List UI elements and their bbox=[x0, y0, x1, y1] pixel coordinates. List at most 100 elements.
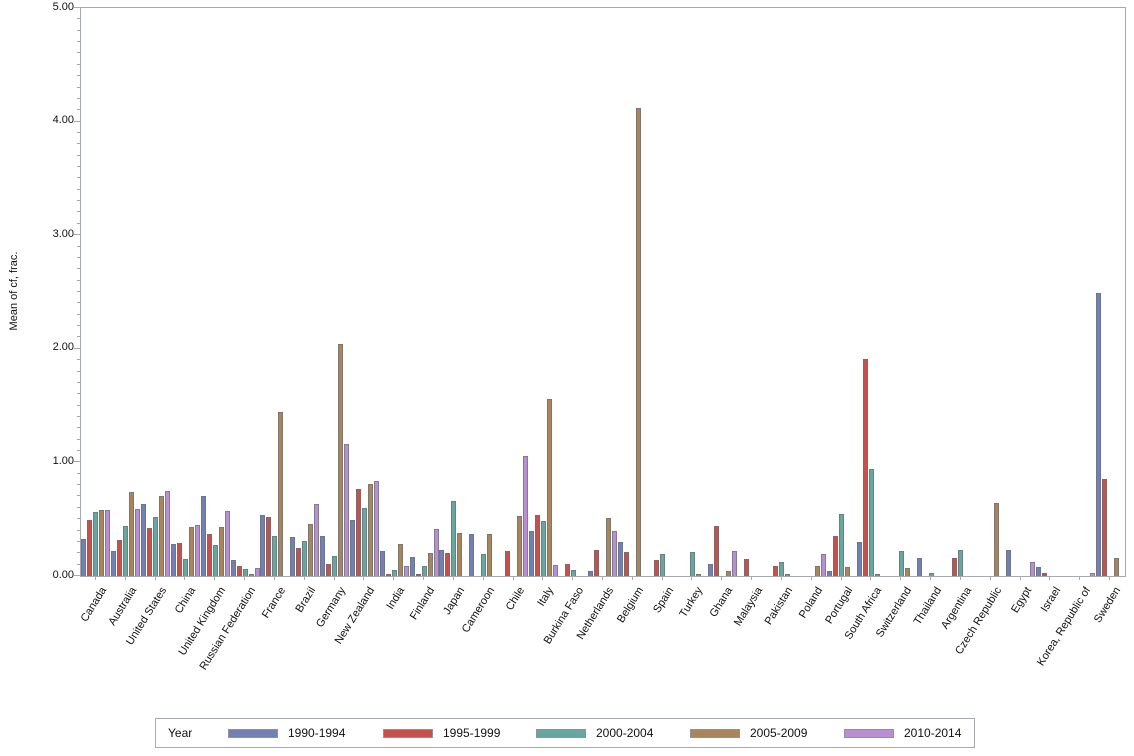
bar bbox=[344, 444, 350, 576]
bar bbox=[570, 570, 576, 576]
bar bbox=[517, 516, 522, 576]
x-tick bbox=[900, 576, 902, 580]
bar bbox=[165, 491, 171, 576]
bar-group bbox=[81, 8, 111, 576]
bar bbox=[200, 496, 206, 576]
bar-group bbox=[260, 8, 290, 576]
bar-group bbox=[170, 8, 200, 576]
y-minor-tick bbox=[77, 256, 80, 258]
bar bbox=[958, 550, 964, 576]
bar bbox=[397, 544, 403, 576]
bar bbox=[1041, 573, 1047, 576]
bar-group bbox=[946, 8, 976, 576]
bar bbox=[636, 108, 642, 576]
bar-group bbox=[767, 8, 797, 576]
bar bbox=[385, 574, 391, 576]
legend-entry: 1990-1994 bbox=[228, 719, 345, 747]
bar bbox=[248, 574, 254, 576]
legend-entry: 2000-2004 bbox=[536, 719, 653, 747]
bar bbox=[725, 571, 731, 576]
y-minor-tick bbox=[77, 495, 80, 497]
bar bbox=[713, 526, 719, 576]
bar bbox=[594, 550, 600, 576]
bar-group bbox=[409, 8, 439, 576]
bar-group bbox=[469, 8, 499, 576]
y-minor-tick bbox=[77, 279, 80, 281]
bar bbox=[415, 574, 421, 576]
bar-group bbox=[379, 8, 409, 576]
bar bbox=[731, 551, 737, 576]
bar bbox=[1030, 562, 1036, 576]
bar bbox=[1113, 558, 1119, 576]
x-tick bbox=[363, 576, 365, 580]
bar-group bbox=[320, 8, 350, 576]
y-minor-tick bbox=[77, 75, 80, 77]
x-tick bbox=[631, 576, 633, 580]
bar bbox=[839, 514, 845, 576]
bar bbox=[224, 511, 230, 576]
bar bbox=[862, 359, 868, 576]
y-tick-label: 4.00 bbox=[52, 114, 74, 127]
y-minor-tick bbox=[77, 200, 80, 202]
bar-group bbox=[290, 8, 320, 576]
x-tick bbox=[810, 576, 812, 580]
bar bbox=[689, 552, 695, 576]
bar bbox=[403, 566, 409, 576]
y-minor-tick bbox=[77, 41, 80, 43]
bar bbox=[528, 531, 534, 576]
bar-group bbox=[797, 8, 827, 576]
bar bbox=[994, 503, 1000, 576]
bar bbox=[552, 565, 558, 576]
y-minor-tick bbox=[77, 438, 80, 440]
y-minor-tick bbox=[77, 484, 80, 486]
bar bbox=[111, 551, 117, 576]
bar bbox=[105, 510, 111, 576]
bar bbox=[1089, 573, 1095, 576]
bar bbox=[785, 574, 791, 576]
bar bbox=[445, 553, 451, 576]
bar bbox=[1101, 479, 1107, 576]
bar-group bbox=[886, 8, 916, 576]
bar bbox=[779, 562, 785, 576]
y-minor-tick bbox=[77, 359, 80, 361]
legend-entry-label: 1995-1999 bbox=[443, 726, 501, 740]
y-minor-tick bbox=[77, 381, 80, 383]
bar bbox=[421, 566, 427, 576]
bar bbox=[409, 557, 415, 576]
y-minor-tick bbox=[77, 268, 80, 270]
y-minor-tick bbox=[77, 404, 80, 406]
y-tick-label: 0.00 bbox=[52, 568, 74, 581]
x-tick bbox=[94, 576, 96, 580]
bar bbox=[505, 551, 510, 576]
bar bbox=[916, 558, 922, 576]
bar-group bbox=[737, 8, 767, 576]
x-tick bbox=[780, 576, 782, 580]
bar-group bbox=[528, 8, 558, 576]
y-minor-tick bbox=[77, 506, 80, 508]
y-minor-tick bbox=[77, 336, 80, 338]
x-tick bbox=[303, 576, 305, 580]
x-tick bbox=[184, 576, 186, 580]
legend-entry-label: 2010-2014 bbox=[904, 726, 962, 740]
bar bbox=[212, 545, 218, 576]
x-tick bbox=[989, 576, 991, 580]
bar-group bbox=[678, 8, 708, 576]
bar-group bbox=[200, 8, 230, 576]
legend-entry: 2010-2014 bbox=[844, 719, 961, 747]
x-tick bbox=[482, 576, 484, 580]
bar bbox=[123, 526, 129, 576]
bar bbox=[660, 554, 666, 576]
bar bbox=[99, 510, 105, 576]
x-tick bbox=[273, 576, 275, 580]
bar bbox=[874, 574, 880, 576]
bar bbox=[540, 521, 546, 576]
bar bbox=[361, 508, 367, 576]
legend-entry: 1995-1999 bbox=[383, 719, 500, 747]
bar bbox=[278, 412, 284, 576]
x-tick bbox=[542, 576, 544, 580]
bar bbox=[481, 554, 487, 576]
bar bbox=[349, 520, 355, 576]
bar-group bbox=[976, 8, 1006, 576]
plot-area bbox=[80, 7, 1126, 577]
x-tick bbox=[751, 576, 753, 580]
